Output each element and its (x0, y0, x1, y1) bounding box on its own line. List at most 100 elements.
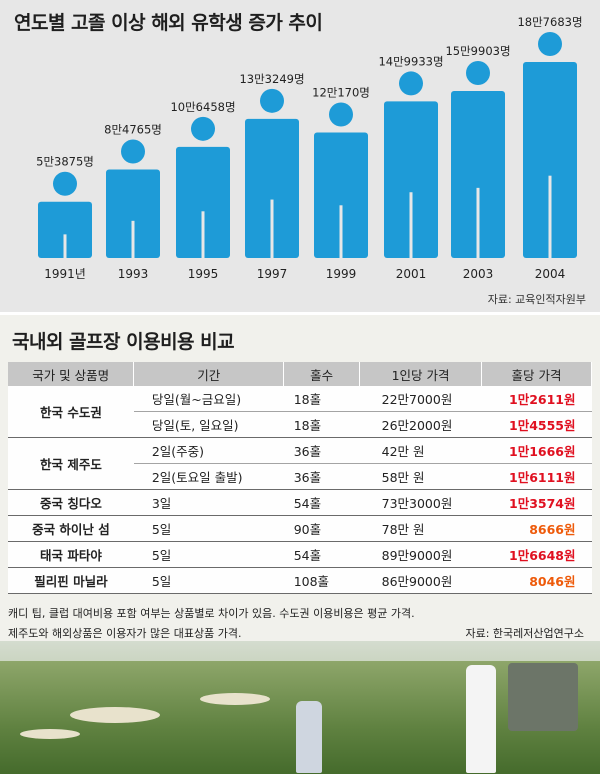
row-period: 2일(주중) (133, 437, 284, 464)
table-row: 한국 제주도 2일(주중) 36홀 42만 원 1만1666원 (8, 437, 592, 490)
figure-leg-gap (409, 192, 413, 259)
figure-leg-gap (548, 175, 552, 259)
table-row: 한국 수도권 당일(월~금요일) 18홀 22만7000원 1만2611원 (8, 386, 592, 438)
figure-head (260, 88, 284, 113)
figure-leg-gap (339, 205, 343, 259)
row-period: 2일(토요일 출발) (133, 463, 284, 490)
row-price-hole: 1만4555원 (481, 411, 592, 438)
row-name: 한국 제주도 (8, 437, 134, 490)
row-price-hole: 1만6111원 (481, 463, 592, 490)
row-price-hole: 8666원 (481, 515, 592, 542)
table-notes: 캐디 팁, 클럽 대여비용 포함 여부는 상품별로 차이가 있음. 수도권 이용… (0, 602, 600, 644)
value-label: 10만6458명 (170, 100, 235, 114)
value-label: 12만170명 (312, 86, 370, 100)
figure-head (191, 116, 215, 141)
table-row: 필리핀 마닐라 5일 108홀 86만9000원 8046원 (8, 567, 592, 594)
figure-leg-gap (201, 211, 205, 259)
row-price-hole: 1만1666원 (481, 437, 592, 464)
row-period: 당일(월~금요일) (133, 386, 284, 412)
row-holes: 54홀 (283, 541, 360, 568)
row-price-hole: 1만6648원 (481, 541, 592, 568)
value-label: 14만9933명 (378, 54, 443, 68)
row-period: 당일(토, 일요일) (133, 411, 284, 438)
sand-bunker (200, 693, 270, 705)
figure-head (329, 102, 353, 127)
golf-cart (508, 663, 578, 731)
col-header-holes: 홀수 (283, 362, 361, 386)
col-header-period: 기간 (133, 362, 285, 386)
row-period: 5일 (133, 567, 284, 594)
person-figure: 13만3249명 1997 (239, 72, 304, 281)
figure-body (245, 118, 299, 258)
figure-head (399, 71, 423, 96)
figure-head (466, 61, 490, 86)
golf-cost-panel: 국내외 골프장 이용비용 비교 국가 및 상품명 기간 홀수 1인당 가격 홀당… (0, 315, 600, 774)
row-holes: 18홀 (283, 386, 360, 412)
row-holes: 36홀 (283, 437, 360, 464)
table-row: 2일(토요일 출발) 36홀 58만 원 1만6111원 (8, 463, 592, 490)
col-header-price-hole: 홀당 가격 (481, 362, 592, 386)
table-row: 중국 칭다오 3일 54홀 73만3000원 1만3574원 (8, 489, 592, 516)
row-holes: 36홀 (283, 463, 360, 490)
row-price-hole: 1만2611원 (481, 386, 592, 412)
figure-body (451, 91, 505, 258)
person-figure: 8만4765명 1993 (104, 122, 162, 281)
table-source: 자료: 한국레저산업연구소 (465, 627, 584, 640)
year-label: 2003 (463, 267, 494, 281)
figure-leg-gap (63, 234, 67, 259)
value-label: 5만3875명 (36, 155, 94, 169)
row-name: 중국 칭다오 (8, 489, 134, 516)
table-title: 국내외 골프장 이용비용 비교 (12, 331, 235, 353)
value-label: 15만9903명 (445, 44, 510, 58)
figure-leg-gap (270, 199, 274, 259)
row-price-person: 42만 원 (359, 437, 482, 464)
row-holes: 54홀 (283, 489, 360, 516)
person-figure: 10만6458명 1995 (170, 100, 235, 281)
row-holes: 18홀 (283, 411, 360, 438)
chart-title: 연도별 고졸 이상 해외 유학생 증가 추이 (14, 12, 323, 34)
note-line: 제주도와 해외상품은 이용자가 많은 대표상품 가격. (8, 627, 242, 640)
row-holes: 108홀 (283, 567, 360, 594)
value-label: 8만4765명 (104, 122, 162, 136)
col-header-price-person: 1인당 가격 (359, 362, 483, 386)
students-chart: 5만3875명 1991년 8만4765명 1993 10만6458명 1995 13만32… (36, 15, 582, 281)
chart-source: 자료: 교육인적자원부 (487, 293, 586, 306)
figure-head (121, 139, 145, 164)
row-period: 5일 (133, 541, 284, 568)
year-label: 1993 (118, 267, 149, 281)
table-header-row: 국가 및 상품명 기간 홀수 1인당 가격 홀당 가격 (8, 362, 592, 386)
table-row: 태국 파타야 5일 54홀 89만9000원 1만6648원 (8, 541, 592, 568)
row-name: 중국 하이난 섬 (8, 515, 134, 542)
row-price-hole: 8046원 (481, 567, 592, 594)
row-period: 3일 (133, 489, 284, 516)
students-chart-panel: 연도별 고졸 이상 해외 유학생 증가 추이 5만3875명 1991년 8만476… (0, 0, 600, 315)
figure-head (538, 32, 562, 56)
person-figure: 15만9903명 2003 (445, 44, 510, 281)
year-label: 1999 (326, 267, 357, 281)
note-line: 캐디 팁, 클럽 대여비용 포함 여부는 상품별로 차이가 있음. 수도권 이용… (8, 607, 415, 620)
golf-course-photo (0, 641, 600, 774)
sand-bunker (20, 729, 80, 739)
figure-body (523, 62, 577, 258)
row-price-hole: 1만3574원 (481, 489, 592, 516)
value-label: 13만3249명 (239, 72, 304, 86)
row-price-person: 89만9000원 (359, 541, 482, 568)
person-figure: 5만3875명 1991년 (36, 155, 94, 281)
row-price-person: 58만 원 (359, 463, 482, 490)
row-price-person: 26만2000원 (359, 411, 482, 438)
row-price-person: 86만9000원 (359, 567, 482, 594)
col-header-name: 국가 및 상품명 (8, 362, 135, 386)
golf-cost-table: 국가 및 상품명 기간 홀수 1인당 가격 홀당 가격 한국 수도권 당일(월~… (8, 362, 592, 594)
figure-body (38, 201, 92, 258)
value-label: 18만7683명 (517, 15, 582, 29)
table-row: 당일(토, 일요일) 18홀 26만2000원 1만4555원 (8, 411, 592, 438)
year-label: 1995 (188, 267, 219, 281)
year-label: 2001 (396, 267, 427, 281)
year-label: 2004 (535, 267, 566, 281)
row-price-person: 22만7000원 (359, 386, 482, 412)
person-figure: 14만9933명 2001 (378, 54, 443, 281)
row-price-person: 73만3000원 (359, 489, 482, 516)
row-period: 5일 (133, 515, 284, 542)
figure-leg-gap (131, 220, 135, 259)
